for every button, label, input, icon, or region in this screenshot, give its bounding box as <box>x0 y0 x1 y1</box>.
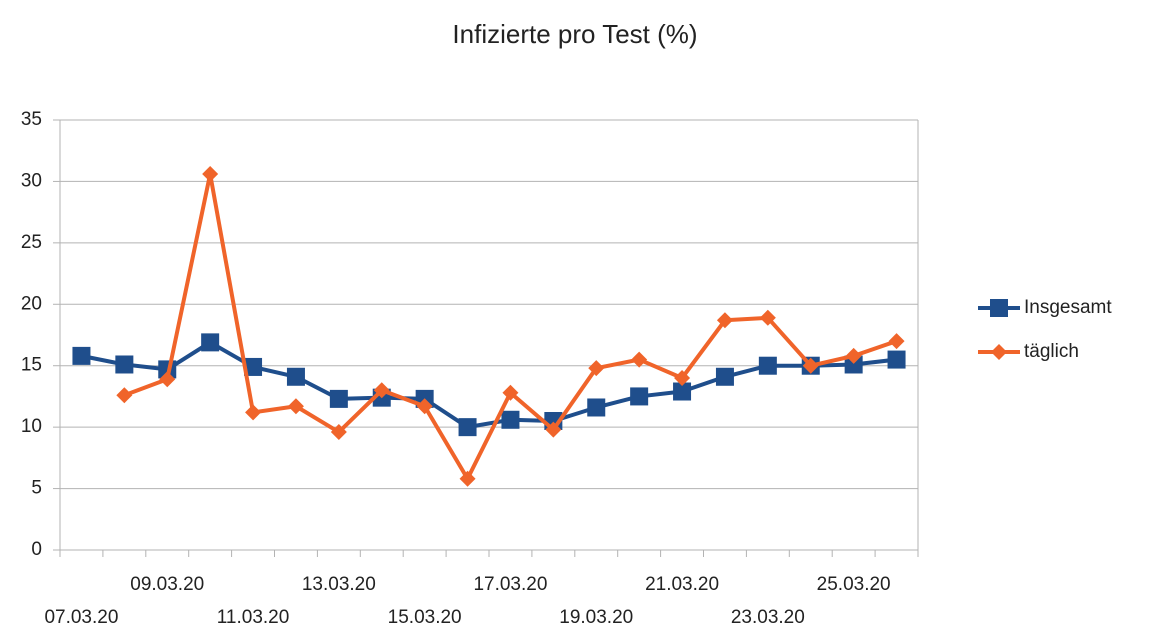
marker <box>716 312 733 329</box>
y-tick-label: 30 <box>21 170 42 191</box>
x-tick-label: 15.03.20 <box>388 607 462 628</box>
marker <box>588 360 605 377</box>
marker <box>329 389 348 408</box>
marker <box>758 356 777 375</box>
marker <box>887 350 906 369</box>
marker <box>501 410 520 429</box>
marker <box>159 371 176 388</box>
marker <box>673 382 692 401</box>
marker <box>888 333 905 350</box>
marker <box>674 370 691 386</box>
marker <box>844 355 863 374</box>
marker <box>631 351 648 368</box>
x-tick-label: 11.03.20 <box>217 607 290 628</box>
marker <box>245 404 262 421</box>
marker <box>330 424 347 441</box>
marker <box>845 347 862 364</box>
y-tick-label: 20 <box>21 293 42 314</box>
x-tick-label: 25.03.20 <box>817 574 891 595</box>
marker <box>715 367 734 386</box>
marker <box>72 346 91 365</box>
marker <box>202 166 219 183</box>
y-tick-label: 35 <box>21 109 42 130</box>
marker <box>587 398 606 417</box>
marker <box>458 418 477 437</box>
marker <box>991 344 1007 360</box>
marker <box>416 398 433 415</box>
legend-label: Insgesamt <box>1024 297 1112 318</box>
marker <box>287 398 304 415</box>
marker <box>802 357 819 374</box>
marker <box>545 421 562 438</box>
y-tick-label: 15 <box>21 355 42 376</box>
y-tick-label: 10 <box>21 416 42 437</box>
y-tick-label: 25 <box>21 232 42 253</box>
marker <box>201 333 220 352</box>
x-tick-label: 17.03.20 <box>473 574 547 595</box>
y-tick-label: 0 <box>31 539 42 560</box>
chart-title: Infizierte pro Test (%) <box>452 19 697 49</box>
marker <box>502 384 519 401</box>
x-tick-label: 07.03.20 <box>44 607 118 628</box>
x-tick-label: 09.03.20 <box>130 574 204 595</box>
x-tick-label: 23.03.20 <box>731 607 805 628</box>
marker <box>630 387 649 406</box>
marker <box>244 357 263 376</box>
marker <box>116 387 133 404</box>
marker <box>759 309 776 326</box>
marker <box>990 299 1008 317</box>
marker <box>115 355 134 374</box>
y-tick-label: 5 <box>31 478 42 499</box>
series-line <box>81 340 897 430</box>
x-tick-label: 19.03.20 <box>559 607 633 628</box>
marker <box>459 470 476 487</box>
marker <box>286 367 305 386</box>
marker <box>373 382 390 399</box>
x-tick-label: 13.03.20 <box>302 574 376 595</box>
x-tick-label: 21.03.20 <box>645 574 719 595</box>
series-line <box>123 172 898 481</box>
legend-label: täglich <box>1024 341 1079 362</box>
